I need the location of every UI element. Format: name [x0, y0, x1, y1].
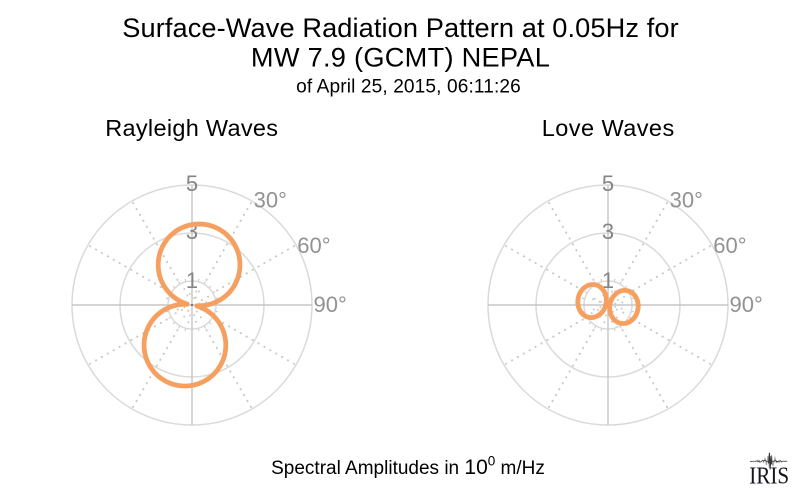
svg-text:90°: 90° — [730, 292, 763, 317]
svg-text:5: 5 — [186, 171, 198, 196]
svg-text:1: 1 — [602, 268, 614, 293]
svg-text:Spectral Amplitudes in 100 m/H: Spectral Amplitudes in 100 m/Hz — [271, 454, 545, 480]
svg-text:Surface-Wave Radiation Pattern: Surface-Wave Radiation Pattern at 0.05Hz… — [122, 12, 678, 43]
svg-text:60°: 60° — [713, 233, 746, 258]
svg-text:MW 7.9 (GCMT) NEPAL: MW 7.9 (GCMT) NEPAL — [251, 42, 550, 73]
svg-text:IRIS: IRIS — [749, 463, 789, 489]
svg-text:30°: 30° — [670, 188, 703, 213]
svg-text:Love Waves: Love Waves — [542, 115, 675, 141]
svg-text:60°: 60° — [297, 233, 330, 258]
svg-text:of April 25, 2015, 06:11:26: of April 25, 2015, 06:11:26 — [296, 76, 521, 97]
svg-text:Rayleigh Waves: Rayleigh Waves — [105, 115, 278, 141]
svg-text:3: 3 — [602, 219, 614, 244]
svg-text:90°: 90° — [314, 292, 347, 317]
svg-text:5: 5 — [602, 171, 614, 196]
svg-text:1: 1 — [186, 268, 198, 293]
svg-text:30°: 30° — [254, 188, 287, 213]
